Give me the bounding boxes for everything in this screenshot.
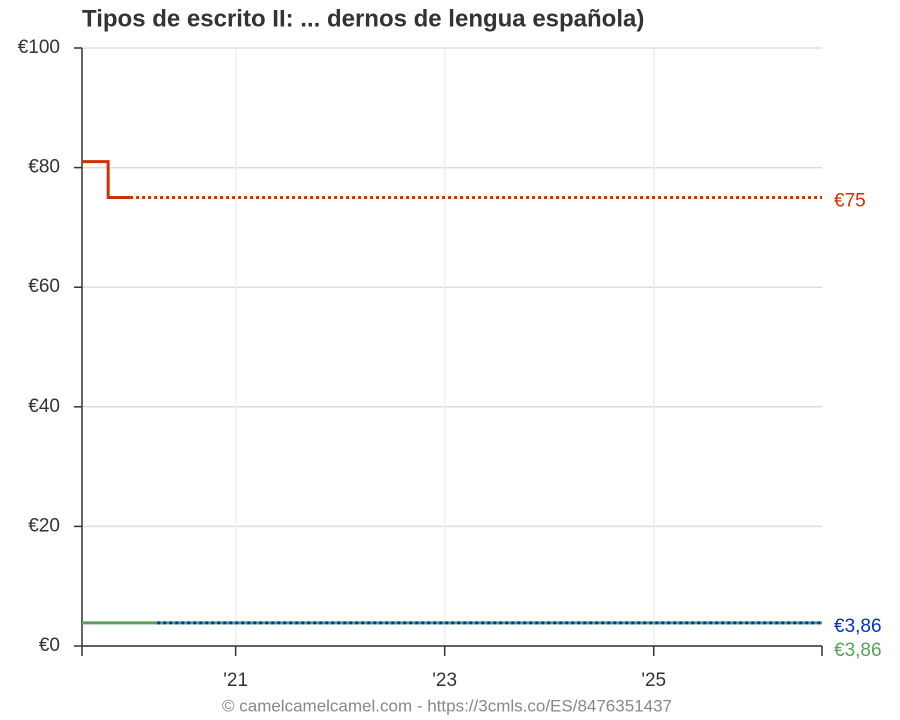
- chart-title: Tipos de escrito II: ... dernos de lengu…: [82, 5, 644, 32]
- y-tick-label: €40: [28, 396, 60, 417]
- footer: © camelcamelcamel.com - https://3cmls.co…: [222, 696, 672, 715]
- x-tick-label: '23: [432, 670, 457, 691]
- y-tick-label: €100: [18, 37, 60, 58]
- y-tick-label: €0: [39, 635, 60, 656]
- end-label: €75: [834, 191, 866, 212]
- end-label: €3,86: [834, 616, 882, 637]
- price-line: [82, 160, 131, 199]
- y-tick-label: €80: [28, 157, 60, 178]
- end-label: €3,86: [834, 640, 882, 661]
- x-tick-label: '25: [641, 670, 666, 691]
- y-tick-label: €60: [28, 276, 60, 297]
- y-tick-label: €20: [28, 515, 60, 536]
- x-tick-label: '21: [223, 670, 248, 691]
